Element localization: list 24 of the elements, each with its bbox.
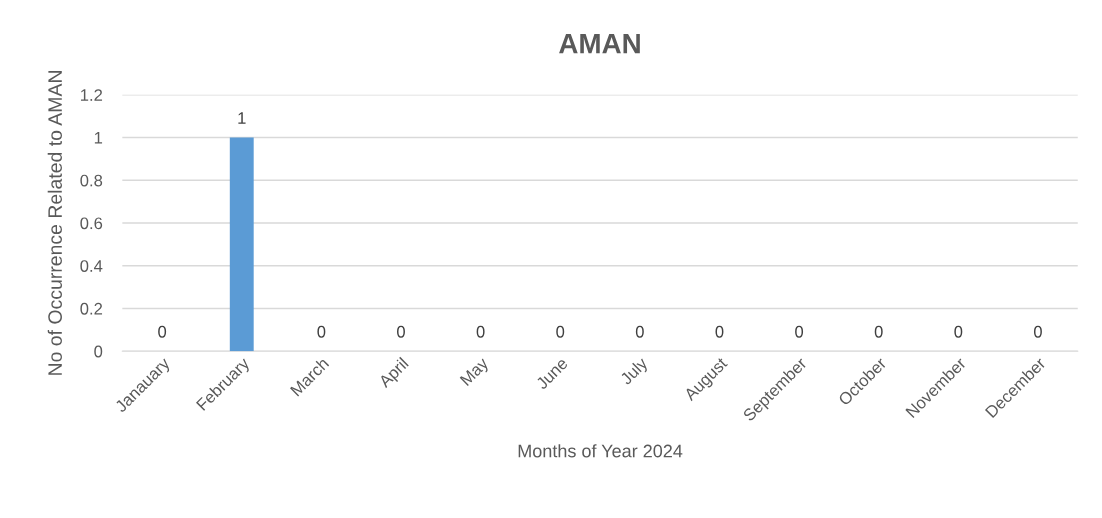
data-label: 0 bbox=[715, 325, 724, 338]
y-tick-label: 0.4 bbox=[80, 260, 103, 272]
data-label: 0 bbox=[556, 325, 565, 338]
data-label: 0 bbox=[158, 325, 167, 338]
data-label: 0 bbox=[635, 325, 644, 338]
data-label: 0 bbox=[476, 325, 485, 338]
y-tick-label: 0.6 bbox=[80, 217, 103, 230]
y-tick-label: 0 bbox=[94, 345, 103, 358]
data-label: 0 bbox=[397, 325, 405, 338]
y-axis-title: No of Occurrence Related to AMAN bbox=[47, 71, 62, 375]
data-label: 1 bbox=[238, 112, 246, 124]
data-label: 0 bbox=[874, 325, 883, 338]
data-label: 0 bbox=[317, 325, 326, 338]
x-tick-label: July bbox=[619, 356, 651, 388]
x-tick-label: May bbox=[459, 356, 492, 389]
data-label: 0 bbox=[954, 325, 963, 338]
y-tick-label: 1 bbox=[94, 132, 103, 144]
data-label: 0 bbox=[1033, 325, 1042, 338]
x-axis-title: Months of Year 2024 bbox=[518, 444, 683, 458]
chart-title: AMAN bbox=[559, 34, 640, 54]
y-tick-label: 0.8 bbox=[80, 174, 103, 187]
data-label: 0 bbox=[795, 325, 804, 338]
y-tick-label: 1.2 bbox=[80, 89, 103, 101]
y-tick-label: 0.2 bbox=[80, 302, 103, 315]
